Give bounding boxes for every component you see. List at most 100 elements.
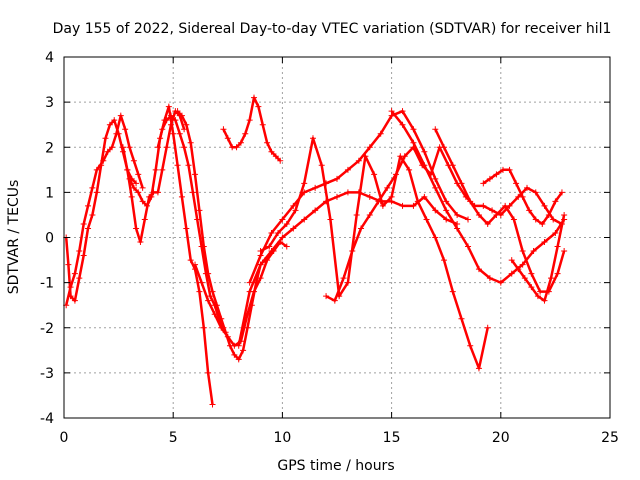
data-marks	[63, 94, 568, 408]
data-point	[272, 153, 279, 160]
data-point	[548, 275, 555, 282]
data-point	[178, 193, 185, 200]
data-point	[410, 126, 417, 133]
data-point	[80, 220, 87, 227]
data-point	[432, 126, 439, 133]
data-point	[561, 211, 568, 218]
data-point	[113, 130, 120, 137]
data-point	[80, 252, 87, 259]
data-point	[192, 261, 199, 268]
data-point	[137, 239, 144, 246]
data-point	[106, 121, 113, 128]
data-point	[443, 198, 450, 205]
data-point	[526, 207, 533, 214]
data-point	[323, 293, 330, 300]
data-point	[154, 189, 161, 196]
data-point	[143, 202, 150, 209]
data-point	[334, 193, 340, 200]
data-point	[76, 248, 83, 255]
data-point	[377, 130, 384, 137]
data-point	[257, 248, 264, 255]
data-point	[519, 248, 526, 255]
data-point	[541, 297, 548, 304]
data-point	[209, 401, 216, 408]
data-point	[283, 220, 290, 227]
data-point	[371, 171, 378, 178]
data-point	[537, 288, 544, 295]
series-track-4	[126, 103, 216, 408]
data-point	[449, 162, 456, 169]
data-point	[340, 275, 347, 282]
data-point	[89, 184, 96, 191]
data-point	[93, 189, 100, 196]
data-point	[334, 175, 340, 182]
data-point	[185, 162, 192, 169]
series-track-12	[323, 144, 565, 304]
data-point	[502, 202, 509, 209]
data-point	[279, 234, 286, 241]
data-point	[187, 139, 194, 146]
data-point	[209, 288, 216, 295]
data-point	[358, 225, 365, 232]
data-point	[366, 144, 373, 151]
data-point	[85, 225, 92, 232]
data-point	[484, 324, 491, 331]
data-point	[257, 261, 264, 268]
data-point	[126, 144, 133, 151]
data-point	[530, 248, 537, 255]
data-point	[233, 144, 240, 151]
data-point	[528, 270, 535, 277]
x-tick-label: 10	[273, 430, 291, 446]
data-point	[432, 175, 439, 182]
data-point	[432, 234, 439, 241]
data-point	[541, 239, 548, 246]
data-point	[443, 207, 450, 214]
x-tick-label: 0	[60, 430, 69, 446]
data-point	[176, 130, 183, 137]
data-point	[499, 166, 506, 173]
data-point	[122, 126, 129, 133]
data-point	[183, 225, 190, 232]
x-tick-label: 25	[601, 430, 619, 446]
data-point	[246, 117, 253, 124]
data-point	[163, 117, 170, 124]
data-point	[554, 270, 561, 277]
data-point	[441, 144, 448, 151]
data-point	[399, 121, 406, 128]
data-point	[139, 184, 146, 191]
data-point	[554, 243, 561, 250]
data-point	[410, 139, 417, 146]
data-point	[344, 166, 351, 173]
series-track-9	[235, 189, 461, 349]
data-point	[432, 184, 439, 191]
data-point	[508, 257, 515, 264]
data-point	[290, 225, 297, 232]
data-point	[165, 103, 172, 110]
data-point	[423, 216, 430, 223]
data-point	[102, 135, 109, 142]
data-point	[213, 302, 220, 309]
y-tick-label: -4	[40, 411, 54, 427]
series-trace	[64, 114, 144, 306]
data-point	[401, 153, 408, 160]
data-point	[414, 198, 421, 205]
data-point	[484, 220, 491, 227]
data-point	[465, 243, 472, 250]
data-point	[152, 166, 159, 173]
series-trace	[156, 114, 225, 329]
data-point	[513, 180, 520, 187]
data-point	[266, 243, 273, 250]
data-point	[126, 175, 133, 182]
data-point	[119, 144, 126, 151]
data-point	[124, 166, 131, 173]
data-point	[458, 180, 465, 187]
data-point	[196, 288, 203, 295]
data-point	[318, 162, 325, 169]
y-axis-label: SDTVAR / TECUs	[6, 180, 22, 295]
data-point	[174, 108, 181, 115]
data-point	[410, 202, 417, 209]
series-trace	[325, 146, 563, 302]
series-trace	[176, 110, 266, 361]
data-point	[366, 211, 373, 218]
data-point	[242, 130, 249, 137]
